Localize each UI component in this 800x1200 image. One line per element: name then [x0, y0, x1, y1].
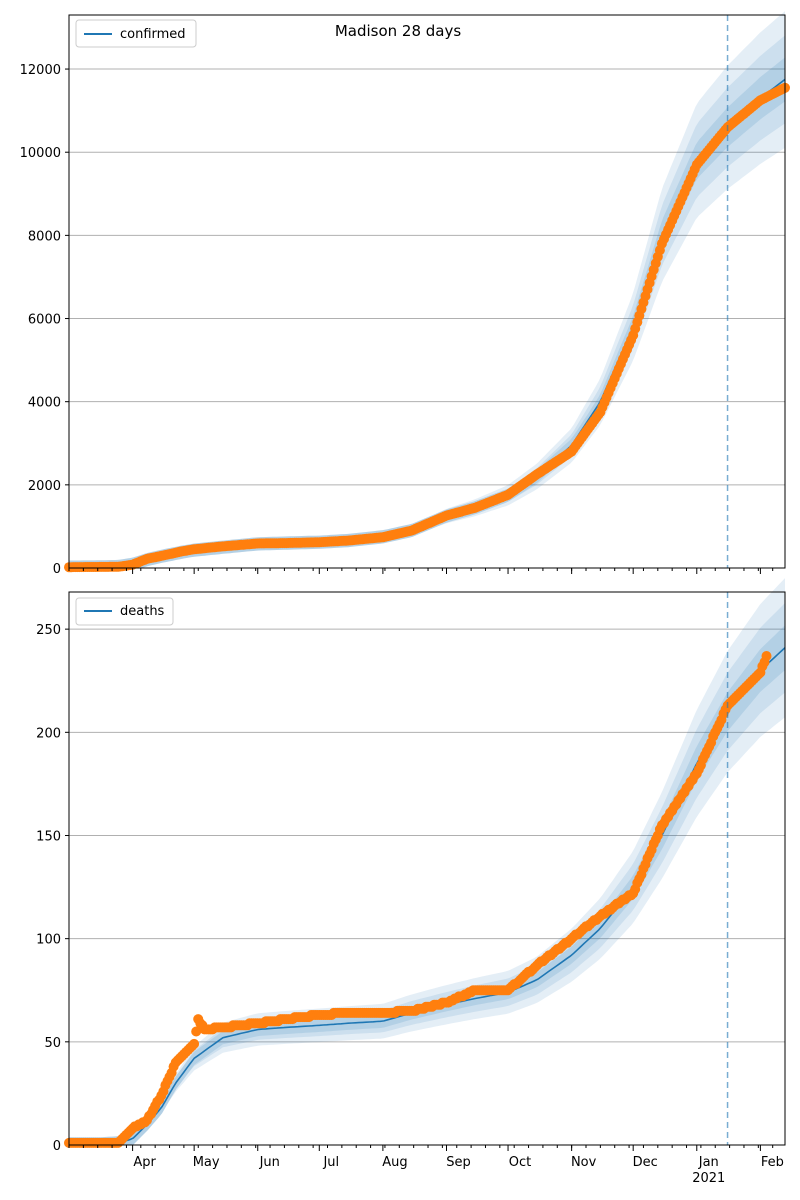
x-tick-label: Nov — [571, 1155, 597, 1170]
x-tick-label: Jan — [698, 1155, 719, 1170]
x-tick-label: Sep — [446, 1155, 471, 1170]
x-tick-label: Aug — [382, 1155, 407, 1170]
observed-point — [761, 651, 772, 661]
x-tick-label: Dec — [633, 1155, 658, 1170]
y-tick-label: 0 — [53, 562, 61, 577]
x-tick-label: Jun — [259, 1155, 280, 1170]
legend-deaths-label: deaths — [120, 604, 165, 619]
y-tick-label: 150 — [36, 829, 61, 844]
legend-confirmed: confirmed — [75, 19, 197, 48]
uncertainty-band — [69, 11, 785, 569]
uncertainty-band — [69, 57, 785, 568]
y-tick-label: 250 — [36, 623, 61, 638]
x-tick-label: Apr — [133, 1155, 156, 1170]
x-tick-label: Feb — [761, 1155, 784, 1170]
observed-point — [189, 1038, 200, 1049]
x-tick-label: Oct — [509, 1155, 531, 1170]
y-tick-label: 8000 — [28, 229, 61, 244]
y-tick-label: 50 — [44, 1036, 61, 1051]
y-tick-label: 0 — [53, 1139, 61, 1154]
figure-title: Madison 28 days — [335, 22, 462, 40]
observed-point — [191, 1026, 202, 1037]
y-tick-label: 100 — [36, 933, 61, 948]
plot-frame — [68, 591, 786, 1146]
legend-confirmed-label: confirmed — [120, 27, 186, 42]
deaths-axes: 0 50 100 150 200 250 Apr May Jun Jul Aug Sep Oct Nov D… — [36, 578, 786, 1186]
x-tick-label: May — [193, 1155, 220, 1170]
legend-deaths: deaths — [75, 597, 174, 626]
x-year-label: 2021 — [692, 1171, 725, 1186]
y-tick-label: 4000 — [28, 396, 61, 411]
plot-frame — [68, 14, 786, 569]
y-tick-label: 6000 — [28, 313, 61, 328]
y-tick-label: 200 — [36, 726, 61, 741]
uncertainty-band — [69, 35, 785, 568]
y-tick-label: 12000 — [20, 63, 61, 78]
y-tick-label: 10000 — [20, 146, 61, 161]
x-tick-label: Jul — [322, 1155, 339, 1170]
y-tick-label: 2000 — [28, 479, 61, 494]
confirmed-axes: 0 2000 4000 6000 8000 10000 12000 — [20, 11, 790, 577]
